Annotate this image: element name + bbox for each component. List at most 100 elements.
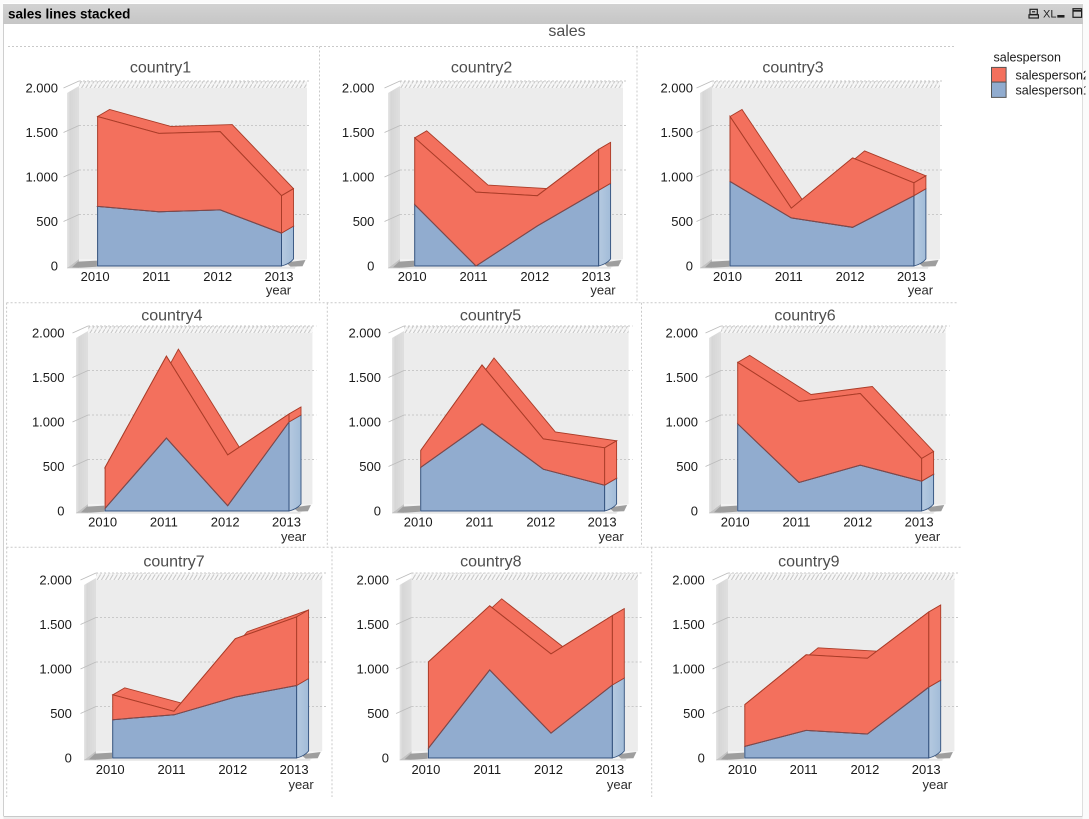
svg-text:2013: 2013 [588, 515, 617, 530]
svg-text:1.000: 1.000 [32, 415, 65, 430]
svg-text:1.500: 1.500 [356, 617, 389, 632]
svg-text:1.500: 1.500 [348, 370, 381, 385]
svg-text:1.000: 1.000 [672, 662, 705, 677]
svg-text:500: 500 [50, 706, 72, 721]
svg-text:salesperson: salesperson [994, 51, 1061, 65]
svg-text:salesperson2: salesperson2 [1016, 69, 1089, 83]
svg-text:1.500: 1.500 [39, 617, 72, 632]
svg-text:2010: 2010 [96, 762, 125, 777]
svg-text:2011: 2011 [142, 269, 170, 284]
svg-text:2011: 2011 [150, 515, 178, 530]
svg-text:country7: country7 [143, 554, 204, 571]
svg-text:1.500: 1.500 [660, 125, 693, 140]
svg-text:2012: 2012 [843, 515, 872, 530]
svg-text:0: 0 [51, 259, 58, 274]
svg-text:country1: country1 [130, 60, 191, 77]
svg-text:2011: 2011 [473, 762, 501, 777]
svg-text:1.500: 1.500 [32, 370, 65, 385]
svg-text:2010: 2010 [713, 269, 742, 284]
svg-text:1.500: 1.500 [25, 125, 58, 140]
svg-text:year: year [281, 529, 307, 544]
svg-text:2013: 2013 [272, 515, 301, 530]
svg-text:0: 0 [367, 259, 374, 274]
svg-text:1.000: 1.000 [342, 170, 375, 185]
svg-text:year: year [598, 529, 624, 544]
svg-text:salesperson1: salesperson1 [1016, 84, 1089, 98]
svg-text:500: 500 [359, 459, 381, 474]
svg-text:0: 0 [65, 751, 72, 766]
svg-text:country2: country2 [451, 60, 512, 77]
svg-text:2.000: 2.000 [348, 326, 381, 341]
svg-text:country3: country3 [762, 60, 823, 77]
svg-text:500: 500 [683, 706, 705, 721]
svg-text:1.000: 1.000 [39, 662, 72, 677]
svg-text:2011: 2011 [460, 269, 488, 284]
svg-text:sales lines stacked: sales lines stacked [8, 7, 130, 22]
svg-text:2013: 2013 [897, 269, 926, 284]
svg-text:2011: 2011 [158, 762, 186, 777]
svg-text:2012: 2012 [534, 762, 563, 777]
svg-text:2.000: 2.000 [356, 573, 389, 588]
svg-text:year: year [590, 283, 616, 298]
svg-text:XL: XL [1043, 8, 1056, 20]
svg-text:year: year [607, 777, 633, 792]
svg-text:country4: country4 [141, 308, 202, 325]
svg-text:2013: 2013 [912, 762, 941, 777]
svg-text:2012: 2012 [203, 269, 232, 284]
svg-text:1.000: 1.000 [660, 170, 693, 185]
svg-text:2012: 2012 [836, 269, 865, 284]
svg-text:2010: 2010 [721, 515, 750, 530]
svg-text:500: 500 [671, 214, 693, 229]
svg-text:1.500: 1.500 [342, 125, 375, 140]
svg-text:0: 0 [698, 751, 705, 766]
svg-text:2010: 2010 [728, 762, 757, 777]
svg-text:2013: 2013 [595, 762, 624, 777]
svg-text:1.500: 1.500 [665, 370, 698, 385]
svg-text:2010: 2010 [411, 762, 440, 777]
svg-text:2.000: 2.000 [660, 81, 693, 96]
svg-text:year: year [915, 529, 941, 544]
svg-text:country9: country9 [778, 554, 839, 571]
svg-text:2012: 2012 [850, 762, 879, 777]
svg-text:0: 0 [57, 504, 64, 519]
svg-text:year: year [923, 777, 949, 792]
svg-text:2010: 2010 [81, 269, 110, 284]
svg-text:2011: 2011 [783, 515, 811, 530]
svg-text:2012: 2012 [526, 515, 555, 530]
svg-text:2012: 2012 [218, 762, 247, 777]
svg-text:1.000: 1.000 [356, 662, 389, 677]
svg-text:2.000: 2.000 [32, 326, 65, 341]
svg-text:0: 0 [374, 504, 381, 519]
svg-text:2010: 2010 [404, 515, 433, 530]
svg-text:0: 0 [382, 751, 389, 766]
svg-text:year: year [908, 283, 934, 298]
svg-text:2011: 2011 [790, 762, 818, 777]
svg-text:2013: 2013 [265, 269, 294, 284]
svg-text:year: year [288, 777, 314, 792]
svg-text:2013: 2013 [905, 515, 934, 530]
svg-text:1.000: 1.000 [665, 415, 698, 430]
svg-text:sales: sales [548, 23, 585, 40]
svg-text:2012: 2012 [211, 515, 240, 530]
svg-text:2.000: 2.000 [665, 326, 698, 341]
svg-text:500: 500 [36, 214, 58, 229]
svg-text:2.000: 2.000 [672, 573, 705, 588]
svg-text:2011: 2011 [466, 515, 494, 530]
svg-text:country5: country5 [460, 308, 521, 325]
svg-text:500: 500 [676, 459, 698, 474]
svg-text:1.000: 1.000 [25, 170, 58, 185]
svg-text:0: 0 [686, 259, 693, 274]
svg-text:1.000: 1.000 [348, 415, 381, 430]
svg-text:country6: country6 [774, 308, 835, 325]
svg-text:2.000: 2.000 [25, 81, 58, 96]
svg-text:2013: 2013 [582, 269, 611, 284]
svg-text:2012: 2012 [520, 269, 549, 284]
svg-text:0: 0 [691, 504, 698, 519]
svg-text:country8: country8 [460, 554, 521, 571]
svg-text:year: year [266, 283, 292, 298]
svg-text:2010: 2010 [88, 515, 117, 530]
svg-text:500: 500 [43, 459, 65, 474]
svg-text:1.500: 1.500 [672, 617, 705, 632]
svg-text:2010: 2010 [398, 269, 427, 284]
svg-text:500: 500 [353, 214, 375, 229]
